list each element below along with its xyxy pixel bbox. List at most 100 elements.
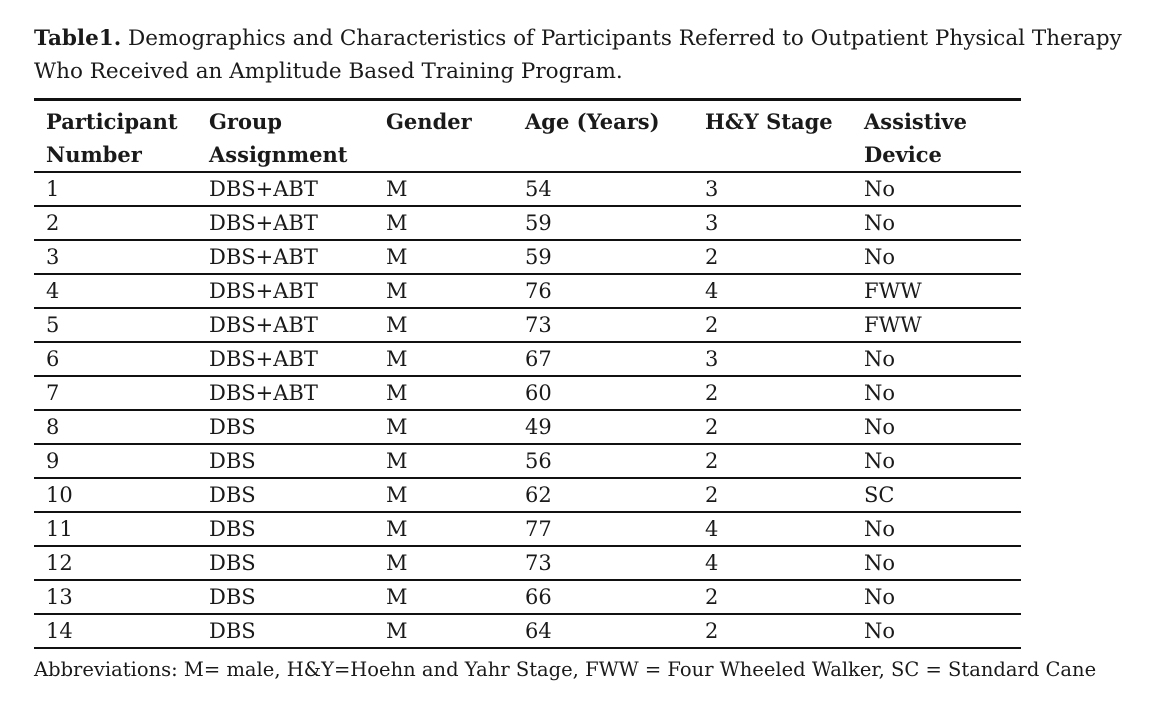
- cell-age: 54: [525, 177, 552, 201]
- cell-gender: M: [386, 211, 408, 235]
- cell-assistive-device: No: [864, 245, 896, 269]
- cell-hy-stage: 3: [705, 347, 719, 371]
- header-hy-stage: H&Y Stage: [705, 109, 833, 134]
- cell-gender: M: [386, 245, 408, 269]
- cell-hy-stage: 4: [705, 551, 719, 575]
- cell-age: 73: [525, 551, 552, 575]
- header-participant-line2: Number: [46, 142, 142, 167]
- cell-gender: M: [386, 483, 408, 507]
- cell-age: 49: [525, 415, 552, 439]
- cell-participant-number: 7: [46, 381, 60, 405]
- cell-participant-number: 12: [46, 551, 73, 575]
- cell-gender: M: [386, 313, 408, 337]
- cell-assistive-device: No: [864, 211, 896, 235]
- table-row: 8 DBS M 49 2 No: [34, 410, 1021, 444]
- table-row: 6 DBS+ABT M 67 3 No: [34, 342, 1021, 376]
- table-row: 3 DBS+ABT M 59 2 No: [34, 240, 1021, 274]
- cell-group-assignment: DBS: [209, 619, 256, 643]
- header-device-line2: Device: [864, 142, 942, 167]
- cell-hy-stage: 3: [705, 211, 719, 235]
- cell-group-assignment: DBS+ABT: [209, 211, 318, 235]
- cell-age: 67: [525, 347, 552, 371]
- cell-age: 60: [525, 381, 552, 405]
- cell-gender: M: [386, 279, 408, 303]
- demographics-table: Participant Number Group Assignment Gend…: [34, 98, 1021, 649]
- cell-gender: M: [386, 449, 408, 473]
- table-row: 7 DBS+ABT M 60 2 No: [34, 376, 1021, 410]
- header-group-assignment: Group Assignment: [209, 100, 386, 173]
- cell-gender: M: [386, 347, 408, 371]
- cell-assistive-device: No: [864, 585, 896, 609]
- cell-gender: M: [386, 381, 408, 405]
- cell-age: 59: [525, 211, 552, 235]
- header-age: Age (Years): [525, 109, 660, 134]
- cell-group-assignment: DBS+ABT: [209, 245, 318, 269]
- caption-label: Table1.: [34, 26, 122, 51]
- table-row: 9 DBS M 56 2 No: [34, 444, 1021, 478]
- cell-hy-stage: 2: [705, 619, 719, 643]
- table-row: 4 DBS+ABT M 76 4 FWW: [34, 274, 1021, 308]
- cell-hy-stage: 2: [705, 313, 719, 337]
- cell-age: 73: [525, 313, 552, 337]
- cell-assistive-device: No: [864, 619, 896, 643]
- cell-participant-number: 14: [46, 619, 73, 643]
- cell-hy-stage: 4: [705, 517, 719, 541]
- table-row: 13 DBS M 66 2 No: [34, 580, 1021, 614]
- table-row: 1 DBS+ABT M 54 3 No: [34, 172, 1021, 206]
- table-row: 11 DBS M 77 4 No: [34, 512, 1021, 546]
- cell-gender: M: [386, 415, 408, 439]
- cell-age: 66: [525, 585, 552, 609]
- cell-hy-stage: 2: [705, 415, 719, 439]
- cell-group-assignment: DBS: [209, 415, 256, 439]
- cell-age: 62: [525, 483, 552, 507]
- table-footnote: Abbreviations: M= male, H&Y=Hoehn and Ya…: [34, 658, 1097, 681]
- cell-age: 56: [525, 449, 552, 473]
- cell-hy-stage: 3: [705, 177, 719, 201]
- cell-participant-number: 1: [46, 177, 60, 201]
- cell-hy-stage: 2: [705, 245, 719, 269]
- cell-age: 64: [525, 619, 552, 643]
- header-group-line2: Assignment: [209, 142, 348, 167]
- cell-assistive-device: FWW: [864, 313, 922, 337]
- cell-participant-number: 2: [46, 211, 60, 235]
- table-row: 14 DBS M 64 2 No: [34, 614, 1021, 648]
- cell-participant-number: 9: [46, 449, 60, 473]
- cell-group-assignment: DBS+ABT: [209, 347, 318, 371]
- cell-age: 59: [525, 245, 552, 269]
- cell-participant-number: 10: [46, 483, 73, 507]
- cell-participant-number: 8: [46, 415, 60, 439]
- cell-group-assignment: DBS+ABT: [209, 381, 318, 405]
- cell-assistive-device: No: [864, 415, 896, 439]
- cell-group-assignment: DBS: [209, 585, 256, 609]
- cell-assistive-device: No: [864, 517, 896, 541]
- cell-hy-stage: 2: [705, 381, 719, 405]
- cell-gender: M: [386, 585, 408, 609]
- cell-hy-stage: 2: [705, 585, 719, 609]
- caption-text: Demographics and Characteristics of Part…: [34, 26, 1122, 84]
- table-caption: Table1. Demographics and Characteristics…: [34, 22, 1144, 88]
- table-row: 12 DBS M 73 4 No: [34, 546, 1021, 580]
- table-header: Participant Number Group Assignment Gend…: [34, 99, 1021, 173]
- cell-gender: M: [386, 517, 408, 541]
- header-assistive-device: Assistive Device: [864, 100, 1021, 173]
- cell-assistive-device: FWW: [864, 279, 922, 303]
- cell-assistive-device: No: [864, 381, 896, 405]
- cell-gender: M: [386, 551, 408, 575]
- cell-participant-number: 11: [46, 517, 73, 541]
- cell-participant-number: 6: [46, 347, 60, 371]
- cell-assistive-device: No: [864, 347, 896, 371]
- table-row: 2 DBS+ABT M 59 3 No: [34, 206, 1021, 240]
- cell-group-assignment: DBS+ABT: [209, 313, 318, 337]
- cell-age: 76: [525, 279, 552, 303]
- header-row: Participant Number Group Assignment Gend…: [34, 99, 1021, 173]
- header-gender: Gender: [386, 109, 472, 134]
- cell-assistive-device: No: [864, 449, 896, 473]
- cell-assistive-device: SC: [864, 483, 895, 507]
- header-group-line1: Group: [209, 109, 282, 134]
- cell-age: 77: [525, 517, 552, 541]
- cell-participant-number: 4: [46, 279, 60, 303]
- cell-gender: M: [386, 177, 408, 201]
- cell-participant-number: 13: [46, 585, 73, 609]
- cell-participant-number: 5: [46, 313, 60, 337]
- cell-assistive-device: No: [864, 551, 896, 575]
